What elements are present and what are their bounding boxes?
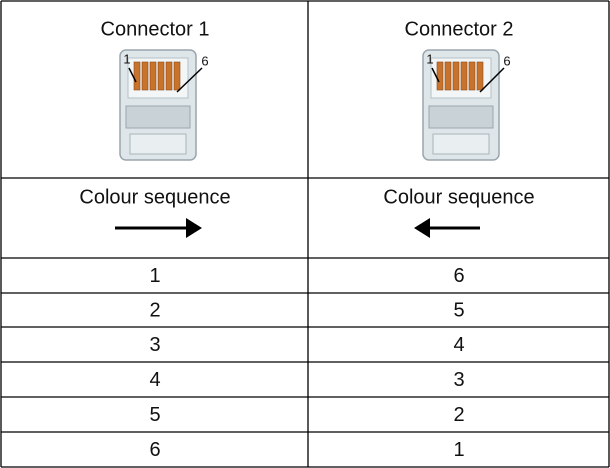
column-title: Connector 2 (405, 18, 514, 40)
table-cell: 2 (453, 404, 464, 426)
table-cell: 6 (149, 439, 160, 461)
table-cell: 3 (453, 369, 464, 391)
table-cell: 4 (149, 369, 160, 391)
column-title: Connector 1 (101, 18, 210, 40)
pin-label: 1 (426, 51, 433, 66)
pin-label: 6 (201, 53, 208, 68)
table-cell: 1 (453, 439, 464, 461)
pin-label: 6 (503, 53, 510, 68)
connector-image (422, 49, 500, 161)
arrow-right (115, 218, 202, 238)
table-body: 1 6 2 5 3 4 4 3 5 2 6 1 (149, 265, 464, 461)
table-cell: 3 (149, 334, 160, 356)
table-cell: 1 (149, 265, 160, 287)
table-cell: 5 (453, 299, 464, 321)
table-cell: 2 (149, 299, 160, 321)
table-cell: 6 (453, 265, 464, 287)
connector-image (119, 49, 197, 161)
table-cell: 5 (149, 404, 160, 426)
arrow-left (414, 218, 480, 238)
sequence-label: Colour sequence (79, 186, 230, 208)
pin-label: 1 (123, 51, 130, 66)
sequence-label: Colour sequence (383, 186, 534, 208)
table-cell: 4 (453, 334, 464, 356)
